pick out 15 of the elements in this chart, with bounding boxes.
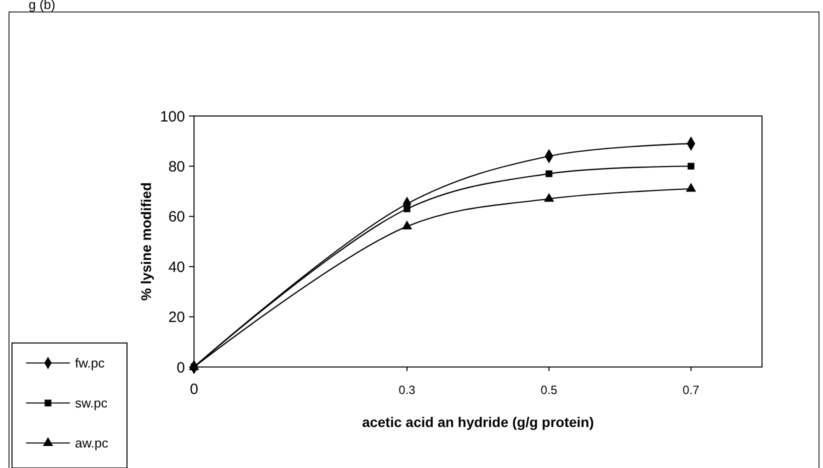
x-axis-title: acetic acid an hydride (g/g protein) bbox=[362, 414, 594, 430]
x-tick-label: 0.3 bbox=[398, 383, 416, 397]
y-tick-label: 80 bbox=[168, 158, 185, 176]
y-tick-label: 20 bbox=[168, 309, 185, 326]
x-tick-label: 0.5 bbox=[540, 383, 558, 397]
x-tick-label: 0 bbox=[190, 381, 198, 398]
y-axis-title: % lysine modified bbox=[138, 182, 154, 301]
y-tick-label: 100 bbox=[160, 108, 185, 126]
legend-label: fw.pc bbox=[75, 356, 106, 371]
y-tick-label: 40 bbox=[168, 258, 185, 276]
y-tick-label: 60 bbox=[168, 208, 185, 226]
legend-label: sw.pc bbox=[75, 396, 108, 411]
legend-label: aw.pc bbox=[75, 436, 109, 451]
x-tick-label: 0.7 bbox=[682, 383, 700, 397]
y-tick-label: 0 bbox=[176, 359, 185, 376]
